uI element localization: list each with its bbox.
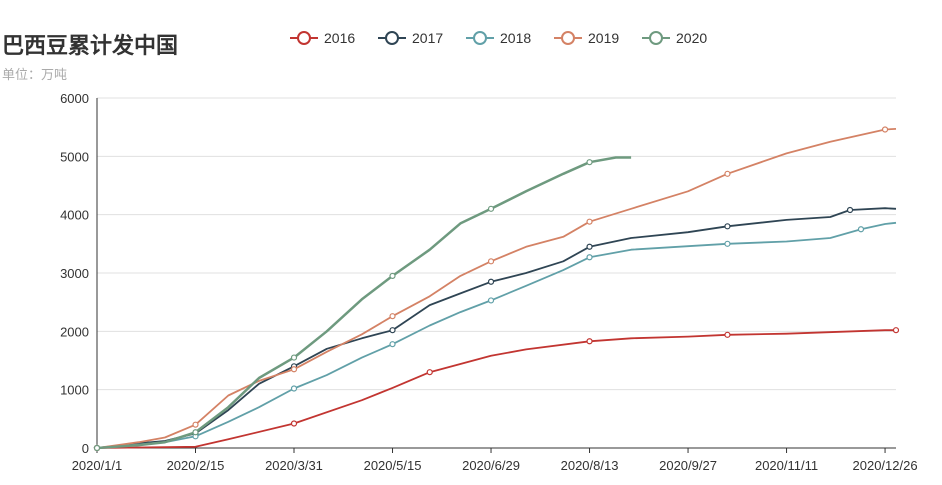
y-tick-label: 1000 xyxy=(60,383,89,398)
series-line-2020 xyxy=(96,156,632,450)
data-point-2020 xyxy=(389,272,396,280)
data-point-2019 xyxy=(487,258,495,265)
legend-label: 2017 xyxy=(412,30,443,46)
data-point-2020 xyxy=(586,159,593,166)
data-point-2016 xyxy=(892,327,900,334)
data-point-2019 xyxy=(724,170,731,177)
data-point-2018 xyxy=(487,297,495,304)
data-point-2020 xyxy=(487,205,495,212)
legend-label: 2016 xyxy=(324,30,355,46)
chart-title: 巴西豆累计发中国 xyxy=(2,34,179,59)
legend-marker-icon xyxy=(561,31,575,45)
series-line-2018 xyxy=(96,221,897,449)
legend-marker-icon xyxy=(385,31,399,45)
series-line-2019 xyxy=(96,128,897,449)
data-point-2018 xyxy=(857,226,865,233)
x-tick-label: 2020/2/15 xyxy=(167,458,225,473)
data-point-2018 xyxy=(724,240,731,247)
y-tick-label: 6000 xyxy=(60,91,89,106)
data-point-2017 xyxy=(487,278,495,285)
series-line-2016 xyxy=(96,329,896,449)
chart-subtitle: 单位：万吨 xyxy=(2,68,68,83)
data-point-2017 xyxy=(389,327,396,334)
legend-marker-icon xyxy=(297,31,311,45)
legend-marker-icon xyxy=(649,31,663,45)
data-point-2016 xyxy=(586,338,593,345)
legend-item-2020[interactable]: 2020 xyxy=(642,30,707,46)
series-line-2017 xyxy=(96,207,897,449)
legend-label: 2018 xyxy=(500,30,531,46)
legend-item-2017[interactable]: 2017 xyxy=(378,30,443,46)
data-point-2019 xyxy=(389,313,396,320)
data-point-2019 xyxy=(290,366,298,373)
y-tick-label: 3000 xyxy=(60,266,89,281)
data-point-2020 xyxy=(93,444,101,452)
legend-item-2018[interactable]: 2018 xyxy=(466,30,531,46)
data-point-2020 xyxy=(192,429,199,436)
legend-label: 2019 xyxy=(588,30,619,46)
data-point-2018 xyxy=(586,254,593,261)
legend-item-2019[interactable]: 2019 xyxy=(554,30,619,46)
grid-layer xyxy=(97,97,896,391)
y-tick-label: 4000 xyxy=(60,208,89,223)
data-point-2019 xyxy=(192,421,199,428)
x-tick-label: 2020/9/27 xyxy=(659,458,717,473)
data-point-2019 xyxy=(881,126,889,133)
data-point-2017 xyxy=(846,206,854,214)
x-tick-label: 2020/3/31 xyxy=(265,458,323,473)
legend-item-2016[interactable]: 2016 xyxy=(290,30,355,46)
x-tick-label: 2020/1/1 xyxy=(72,458,123,473)
x-tick-label: 2020/6/29 xyxy=(462,458,520,473)
axis-layer: 0 1000 2000 3000 4000 5000 6000 2020/1/1 2020/2/… xyxy=(60,91,918,473)
x-tick-label: 2020/5/15 xyxy=(364,458,422,473)
data-point-2018 xyxy=(290,385,298,392)
data-point-2017 xyxy=(724,223,731,230)
y-tick-label: 2000 xyxy=(60,324,89,339)
data-point-2016 xyxy=(724,331,731,338)
data-point-2020 xyxy=(290,354,298,361)
data-point-2018 xyxy=(389,341,396,348)
data-point-2017 xyxy=(586,243,593,250)
data-point-2019 xyxy=(586,218,593,225)
x-tick-label: 2020/11/11 xyxy=(755,458,818,473)
series-layer xyxy=(93,126,900,452)
data-point-2016 xyxy=(426,369,433,376)
legend-marker-icon xyxy=(473,31,487,45)
y-tick-label: 5000 xyxy=(60,149,89,164)
legend[interactable]: 2016 2017 2018 2019 2020 xyxy=(290,30,707,46)
x-tick-label: 2020/12/26 xyxy=(853,458,918,473)
y-tick-label: 0 xyxy=(82,441,89,456)
legend-label: 2020 xyxy=(676,30,707,46)
x-tick-label: 2020/8/13 xyxy=(561,458,619,473)
data-point-2016 xyxy=(290,420,298,427)
